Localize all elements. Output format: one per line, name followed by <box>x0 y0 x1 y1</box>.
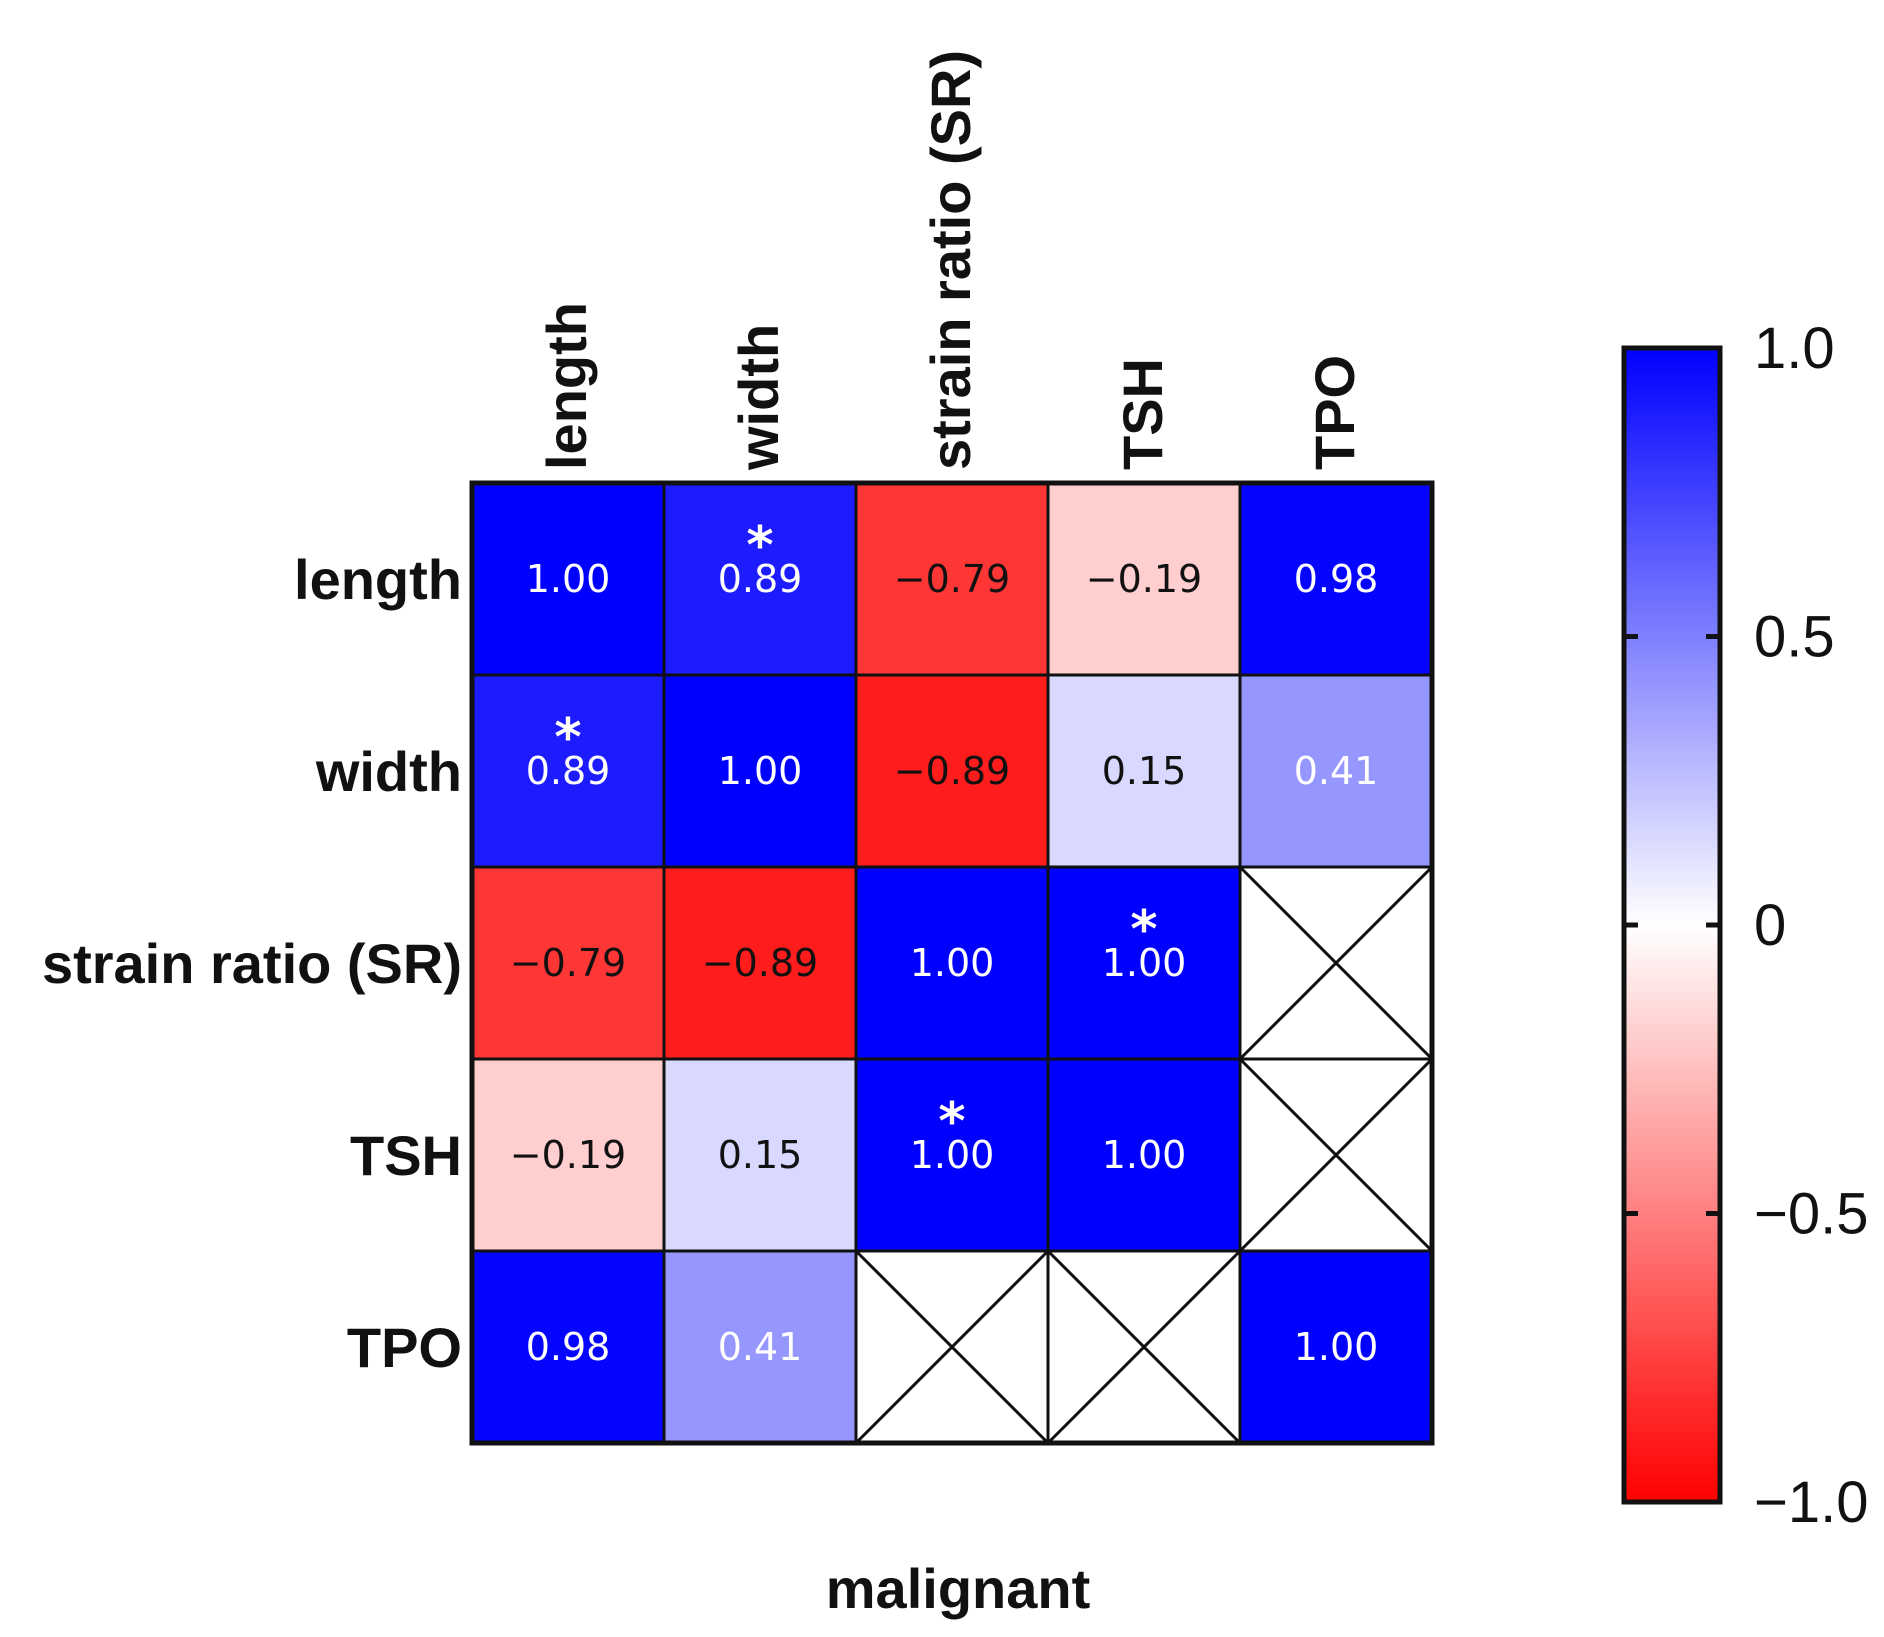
heatmap-cell: 1.00* <box>1046 865 1242 1061</box>
cell-fill <box>470 1057 666 1253</box>
heatmap-cell: 1.00* <box>854 1057 1050 1253</box>
heatmap-cells: 1.00 0.89*−0.79 −0.19 0.980.89*1.00 −0.89 0.1… <box>470 481 1434 1445</box>
colorbar-tick-label: 0.5 <box>1754 605 1835 670</box>
cell-fill <box>470 1249 666 1445</box>
colorbar-tick-label: 0 <box>1754 893 1786 958</box>
heatmap-cell: −0.79 <box>470 865 666 1061</box>
cell-fill <box>1238 673 1434 869</box>
heatmap-cell: 1.00 <box>662 673 858 869</box>
heatmap-cell: −0.19 <box>1046 481 1242 677</box>
cell-value-label: 1.00 <box>1102 941 1187 985</box>
heatmap-cell: −0.89 <box>854 673 1050 869</box>
cell-value-label: 0.89 <box>526 749 611 793</box>
heatmap-cell: 1.00 <box>854 865 1050 1061</box>
heatmap-cell: 1.00 <box>1046 1057 1242 1253</box>
cell-fill <box>1238 1249 1434 1445</box>
heatmap-cell: 0.98 <box>470 1249 666 1445</box>
missing-cell-cross <box>1238 1057 1434 1253</box>
cell-value-label: 0.41 <box>1294 749 1379 793</box>
column-label: width <box>727 324 790 471</box>
column-label: strain ratio (SR) <box>919 50 982 470</box>
colorbar-gradient <box>1621 345 1723 1505</box>
cell-value-label: 1.00 <box>526 557 611 601</box>
cell-fill <box>662 1249 858 1445</box>
significance-star: * <box>554 708 581 768</box>
significance-star: * <box>1130 900 1157 960</box>
cell-value-label: 0.15 <box>718 1133 803 1177</box>
cell-value-label: −0.89 <box>702 941 818 985</box>
heatmap-cell: 0.89* <box>470 673 666 869</box>
cell-value-label: 1.00 <box>910 941 995 985</box>
cell-fill <box>662 1057 858 1253</box>
colorbar-tick-label: −0.5 <box>1754 1182 1869 1247</box>
colorbar: 1.0 0.5 0 −0.5 −1.0 <box>1621 316 1869 1535</box>
x-axis-label: malignant <box>826 1557 1090 1620</box>
cell-fill <box>662 481 858 677</box>
cell-value-label: −0.79 <box>510 941 626 985</box>
heatmap-cell <box>1046 1249 1242 1445</box>
row-label: TPO <box>347 1316 462 1379</box>
cell-fill <box>470 865 666 1061</box>
cell-fill <box>854 481 1050 677</box>
cell-fill <box>1046 865 1242 1061</box>
colorbar-tick-label: 1.0 <box>1754 316 1835 381</box>
cell-value-label: 1.00 <box>1294 1325 1379 1369</box>
heatmap-cell: −0.19 <box>470 1057 666 1253</box>
cell-fill <box>854 865 1050 1061</box>
missing-cell-cross <box>854 1249 1050 1445</box>
cell-value-label: 0.98 <box>1294 557 1379 601</box>
colorbar-tick-label: −1.0 <box>1754 1470 1869 1535</box>
row-label: width <box>315 740 462 803</box>
heatmap-cell: 0.15 <box>1046 673 1242 869</box>
heatmap-cell: 0.89* <box>662 481 858 677</box>
cell-value-label: 1.00 <box>1102 1133 1187 1177</box>
cell-fill <box>662 673 858 869</box>
cell-value-label: 0.89 <box>718 557 803 601</box>
heatmap-cell <box>1238 865 1434 1061</box>
column-label: TSH <box>1111 358 1174 470</box>
cell-value-label: −0.19 <box>1086 557 1202 601</box>
significance-star: * <box>746 516 773 576</box>
heatmap-cell: 1.00 <box>470 481 666 677</box>
cell-value-label: 1.00 <box>910 1133 995 1177</box>
cell-value-label: 0.15 <box>1102 749 1187 793</box>
column-label: TPO <box>1303 355 1366 470</box>
row-label: length <box>294 548 462 611</box>
cell-value-label: 0.41 <box>718 1325 803 1369</box>
row-labels: length width strain ratio (SR) TSH TPO <box>42 548 462 1379</box>
heatmap-cell <box>854 1249 1050 1445</box>
row-label: TSH <box>350 1124 462 1187</box>
cell-fill <box>854 673 1050 869</box>
cell-value-label: 0.98 <box>526 1325 611 1369</box>
heatmap-cell: −0.79 <box>854 481 1050 677</box>
cell-value-label: −0.19 <box>510 1133 626 1177</box>
heatmap-cell: −0.89 <box>662 865 858 1061</box>
heatmap-cell <box>1238 1057 1434 1253</box>
heatmap-cell: 0.98 <box>1238 481 1434 677</box>
cell-fill <box>854 1057 1050 1253</box>
heatmap-border <box>469 480 1435 1446</box>
significance-star: * <box>938 1092 965 1152</box>
column-labels: length width strain ratio (SR) TSH TPO <box>535 50 1366 471</box>
heatmap-cell: 0.41 <box>662 1249 858 1445</box>
heatmap-cell: 0.15 <box>662 1057 858 1253</box>
row-label: strain ratio (SR) <box>42 932 462 995</box>
heatmap-cell: 1.00 <box>1238 1249 1434 1445</box>
cell-fill <box>662 865 858 1061</box>
cell-fill <box>470 481 666 677</box>
cell-value-label: −0.79 <box>894 557 1010 601</box>
cell-value-label: 1.00 <box>718 749 803 793</box>
column-label: length <box>535 302 598 470</box>
missing-cell-cross <box>1238 865 1434 1061</box>
missing-cell-cross <box>1046 1249 1242 1445</box>
heatmap-cell: 0.41 <box>1238 673 1434 869</box>
cell-value-label: −0.89 <box>894 749 1010 793</box>
